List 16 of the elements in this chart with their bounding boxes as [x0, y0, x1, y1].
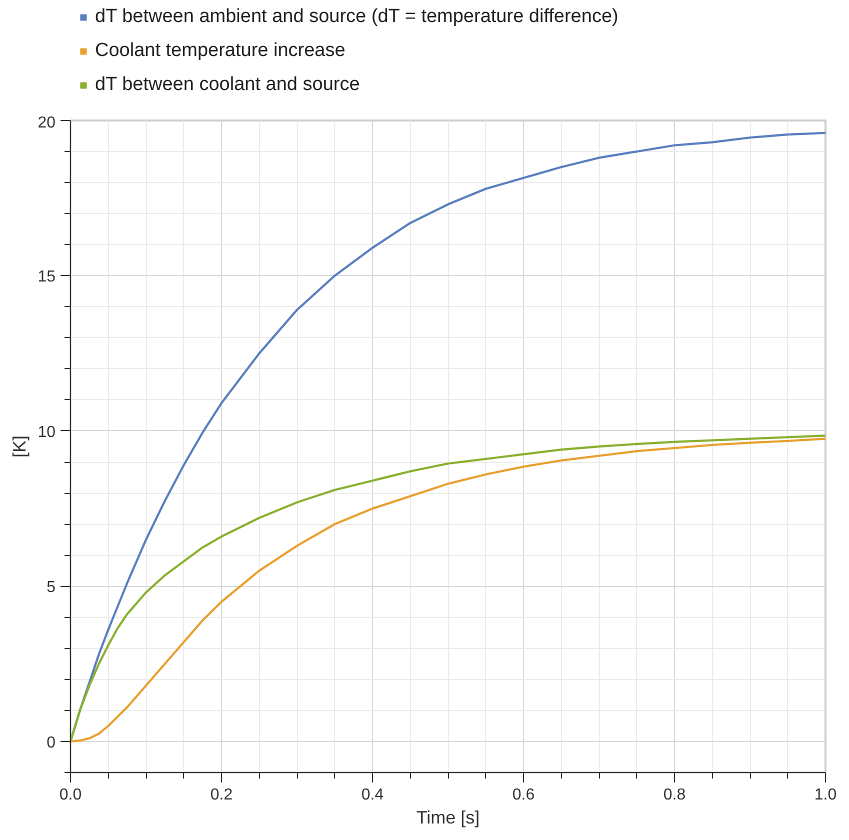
- x-tick-label: 0.0: [59, 786, 82, 804]
- x-axis-title: Time [s]: [416, 808, 480, 828]
- y-tick-label: 20: [38, 114, 56, 132]
- y-tick-label: 0: [46, 734, 56, 752]
- y-tick-label: 15: [38, 268, 56, 286]
- legend-label: Coolant temperature increase: [95, 40, 346, 62]
- y-tick-label: 5: [46, 579, 56, 596]
- x-tick-label: 1.0: [814, 786, 837, 804]
- y-tick-label: 10: [38, 424, 56, 441]
- x-tick-label: 0.6: [512, 786, 535, 804]
- legend-label: dT between coolant and source: [95, 74, 360, 96]
- legend-label: dT between ambient and source (dT = temperature difference): [95, 6, 618, 28]
- x-tick-label: 0.2: [210, 786, 233, 804]
- y-axis-title: [K]: [10, 435, 30, 458]
- x-tick-label: 0.8: [663, 786, 686, 804]
- x-tick-label: 0.4: [361, 786, 384, 804]
